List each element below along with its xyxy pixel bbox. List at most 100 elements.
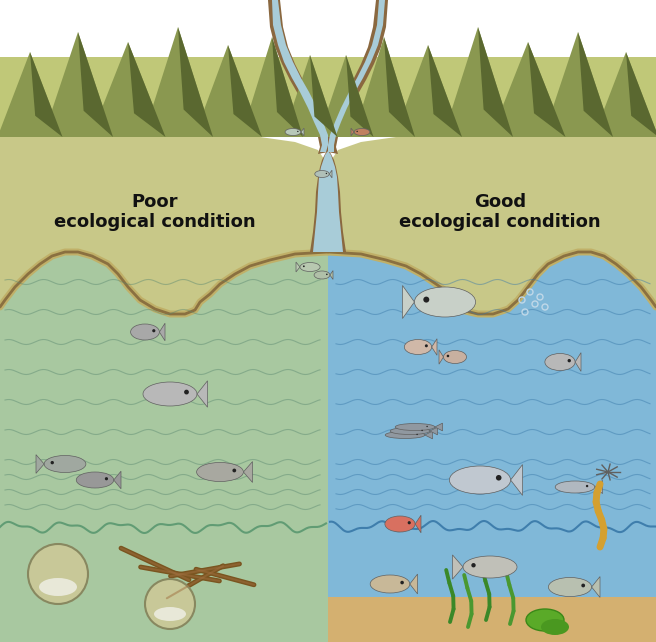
Polygon shape <box>194 45 262 137</box>
Circle shape <box>447 354 449 357</box>
Circle shape <box>303 265 305 267</box>
Polygon shape <box>243 462 253 482</box>
Circle shape <box>297 131 298 132</box>
Circle shape <box>425 344 428 347</box>
Polygon shape <box>301 128 304 136</box>
Polygon shape <box>113 471 121 489</box>
Polygon shape <box>491 42 565 137</box>
Ellipse shape <box>39 578 77 596</box>
Polygon shape <box>394 45 462 137</box>
Polygon shape <box>0 132 328 314</box>
Ellipse shape <box>314 271 330 279</box>
Circle shape <box>184 390 189 394</box>
Circle shape <box>417 434 418 435</box>
Polygon shape <box>435 423 443 431</box>
Polygon shape <box>430 427 438 435</box>
Ellipse shape <box>385 516 415 532</box>
Ellipse shape <box>143 382 197 406</box>
Polygon shape <box>328 132 656 314</box>
Polygon shape <box>313 151 343 252</box>
Circle shape <box>232 469 236 473</box>
Circle shape <box>28 544 88 604</box>
Polygon shape <box>351 128 354 136</box>
Polygon shape <box>594 52 656 137</box>
Ellipse shape <box>443 351 466 363</box>
Polygon shape <box>510 465 522 496</box>
Circle shape <box>496 475 501 481</box>
Polygon shape <box>128 42 165 137</box>
Circle shape <box>423 297 429 302</box>
Ellipse shape <box>315 171 329 177</box>
Polygon shape <box>310 55 337 137</box>
Polygon shape <box>30 52 62 137</box>
Polygon shape <box>268 0 330 154</box>
Polygon shape <box>0 252 328 642</box>
Circle shape <box>105 477 108 480</box>
Polygon shape <box>78 32 113 137</box>
Ellipse shape <box>76 472 113 488</box>
Polygon shape <box>326 0 388 154</box>
Polygon shape <box>329 170 332 178</box>
Text: Poor
ecological condition: Poor ecological condition <box>54 193 256 231</box>
Circle shape <box>356 131 358 132</box>
Ellipse shape <box>526 609 564 631</box>
Polygon shape <box>272 0 328 152</box>
Polygon shape <box>143 27 213 137</box>
Polygon shape <box>319 55 373 137</box>
Circle shape <box>581 584 585 587</box>
Polygon shape <box>330 270 333 279</box>
Circle shape <box>145 579 195 629</box>
Polygon shape <box>353 37 415 137</box>
Bar <box>0 527 328 642</box>
Polygon shape <box>159 323 165 341</box>
Polygon shape <box>528 42 565 137</box>
Circle shape <box>325 173 327 174</box>
Polygon shape <box>595 480 602 494</box>
Circle shape <box>471 563 476 568</box>
Circle shape <box>421 429 423 431</box>
Ellipse shape <box>354 128 370 135</box>
Ellipse shape <box>370 575 410 593</box>
Polygon shape <box>415 515 421 533</box>
Ellipse shape <box>404 340 432 354</box>
Polygon shape <box>197 381 207 407</box>
Polygon shape <box>443 27 513 137</box>
Polygon shape <box>384 37 415 137</box>
Polygon shape <box>346 55 373 137</box>
Polygon shape <box>296 262 300 272</box>
Ellipse shape <box>154 607 186 621</box>
Text: Good
ecological condition: Good ecological condition <box>400 193 601 231</box>
Circle shape <box>51 461 54 464</box>
Ellipse shape <box>555 481 595 493</box>
Ellipse shape <box>197 462 243 482</box>
Polygon shape <box>0 52 62 137</box>
Circle shape <box>586 485 588 487</box>
Ellipse shape <box>44 456 86 473</box>
Polygon shape <box>626 52 656 137</box>
Polygon shape <box>310 150 346 252</box>
Polygon shape <box>575 352 581 371</box>
Polygon shape <box>328 0 385 152</box>
Bar <box>0 0 656 137</box>
Polygon shape <box>410 574 417 594</box>
Ellipse shape <box>548 578 592 596</box>
Circle shape <box>426 426 428 427</box>
Ellipse shape <box>300 263 320 272</box>
Polygon shape <box>403 286 415 318</box>
Polygon shape <box>91 42 165 137</box>
Bar <box>328 597 656 642</box>
Polygon shape <box>36 455 44 473</box>
Polygon shape <box>478 27 513 137</box>
Polygon shape <box>241 37 303 137</box>
Ellipse shape <box>131 324 159 340</box>
Polygon shape <box>592 577 600 598</box>
Circle shape <box>326 273 327 275</box>
Polygon shape <box>543 32 613 137</box>
Circle shape <box>400 581 404 584</box>
Polygon shape <box>439 350 443 364</box>
Polygon shape <box>428 45 462 137</box>
Polygon shape <box>43 32 113 137</box>
Polygon shape <box>578 32 613 137</box>
Polygon shape <box>453 555 463 579</box>
Polygon shape <box>178 27 213 137</box>
